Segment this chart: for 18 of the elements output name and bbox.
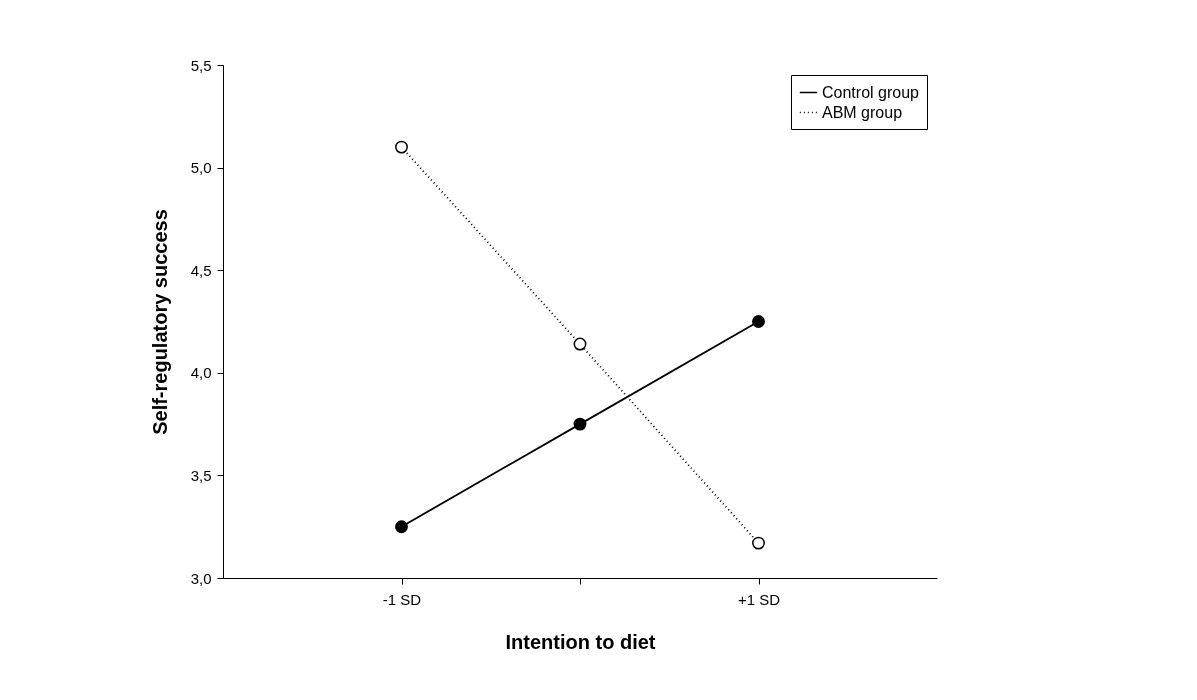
point: [395, 520, 408, 534]
x-tick-label: -1 SD: [382, 590, 422, 608]
y-tick-label: 4,5: [190, 261, 212, 279]
y-tick-label: 4,0: [190, 364, 212, 382]
y-axis-title: Self-regulatory success: [148, 209, 171, 435]
x-axis-title: Intention to diet: [505, 630, 656, 653]
point: [395, 140, 408, 154]
point: [752, 536, 765, 550]
point: [573, 417, 587, 431]
point: [573, 337, 587, 351]
point: [752, 315, 765, 328]
y-tick-label: 5,5: [190, 56, 212, 74]
legend-label: Control group: [822, 83, 920, 101]
y-tick-label: 5,0: [190, 159, 212, 177]
x-tick-label: +1 SD: [737, 590, 781, 608]
legend-label: ABM group: [822, 103, 903, 121]
y-tick-label: 3,5: [190, 466, 212, 484]
y-tick-label: 3,0: [190, 569, 212, 587]
